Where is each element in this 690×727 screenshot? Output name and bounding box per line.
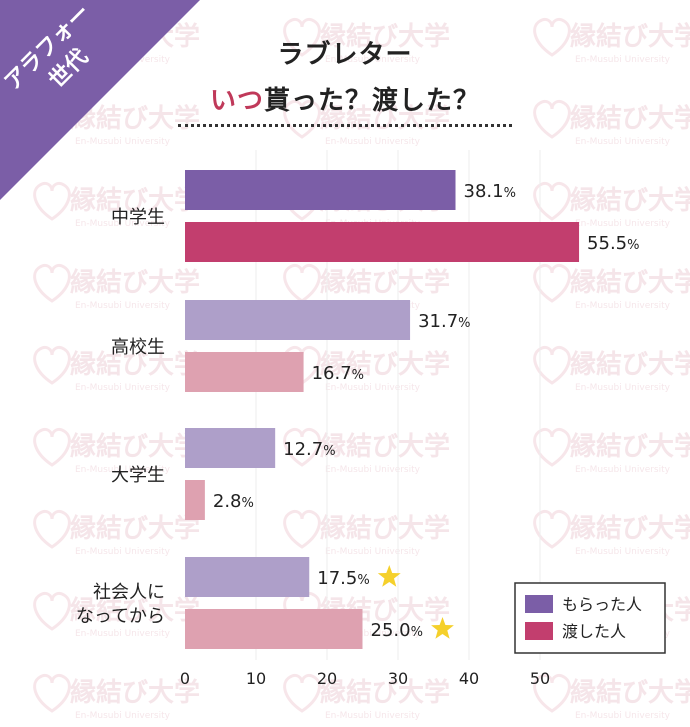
value-label: 31.7%	[418, 311, 470, 332]
category-label: 中学生	[111, 207, 165, 228]
value-label: 16.7%	[312, 363, 364, 384]
title-divider	[178, 124, 512, 127]
legend-label: もらった人	[562, 595, 642, 614]
bar	[185, 557, 310, 597]
x-tick-label: 30	[388, 669, 408, 688]
bar	[185, 352, 304, 392]
generation-badge: アラフォー 世代	[0, 0, 200, 200]
subtitle-highlight: いつ	[209, 86, 264, 116]
bar	[185, 428, 276, 468]
legend-swatch	[525, 595, 553, 613]
legend-swatch	[525, 622, 553, 640]
x-tick-label: 50	[530, 669, 550, 688]
chart-subtitle: いつ貰った？渡した？	[0, 80, 690, 117]
value-label: 25.0%	[371, 620, 423, 641]
category-label: 高校生	[111, 337, 165, 358]
legend-box	[514, 582, 666, 654]
category-label: 社会人に	[93, 582, 165, 603]
bar	[185, 170, 456, 210]
subtitle-rest: 貰った？渡した？	[264, 86, 481, 116]
category-label: 大学生	[111, 465, 165, 486]
x-tick-label: 20	[317, 669, 337, 688]
chart-title: ラブレター	[277, 40, 413, 70]
bar	[185, 609, 363, 649]
x-tick-label: 0	[180, 669, 190, 688]
x-tick-label: 10	[246, 669, 266, 688]
legend-label: 渡した人	[562, 622, 626, 641]
bar	[185, 300, 411, 340]
value-label: 12.7%	[283, 439, 335, 460]
value-label: 17.5%	[317, 568, 369, 589]
star-icon	[431, 617, 454, 639]
value-label: 2.8%	[213, 491, 254, 512]
star-icon	[377, 565, 401, 587]
bar	[185, 480, 205, 520]
value-label: 55.5%	[587, 233, 639, 254]
category-label: なってから	[76, 606, 165, 627]
bar	[185, 222, 580, 262]
x-tick-label: 40	[459, 669, 479, 688]
value-label: 38.1%	[464, 181, 516, 202]
